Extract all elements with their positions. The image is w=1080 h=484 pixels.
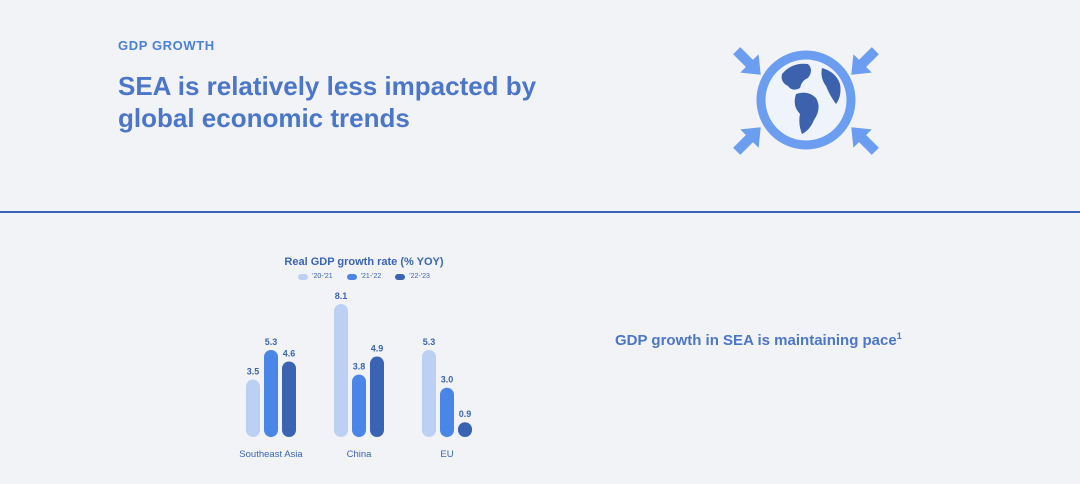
caption-text: GDP growth in SEA is maintaining pace [615,332,897,349]
bar [264,349,278,437]
bar [282,361,296,437]
legend-swatch [395,273,406,280]
page-headline: SEA is relatively less impacted by globa… [118,71,537,133]
legend-label: '21-'22 [360,273,382,280]
bar [352,374,366,437]
section-divider [0,211,1080,213]
legend-swatch [298,273,309,280]
chart-title: Real GDP growth rate (% YOY) [284,256,444,268]
bar [246,379,260,437]
bar [422,349,436,437]
legend-label: '22-'23 [409,273,430,280]
data-label: 3.8 [353,362,366,372]
data-label: 5.3 [423,337,436,347]
globe-with-inward-arrows-icon [733,47,879,155]
data-label: 3.5 [247,367,260,377]
legend-label: '20-'21 [312,273,333,280]
data-label: 3.0 [441,375,454,385]
category-label: China [347,449,373,460]
chart-legend: '20-'21 '21-'22 '22-'23 [236,273,492,280]
bar [440,387,454,437]
legend-item: '22-'23 [395,273,430,280]
bar-chart: 3.5 5.3 4.6 Southeast Asia 8.1 3.8 4.9 China 5.3… [239,291,472,460]
legend-item: '20-'21 [298,273,333,280]
legend-swatch [346,273,357,280]
data-label: 0.9 [459,409,472,419]
data-label: 5.3 [265,337,278,347]
bar [334,304,348,437]
legend-item: '21-'22 [346,273,382,280]
data-label: 8.1 [335,291,348,301]
section-eyebrow: GDP GROWTH [118,38,215,53]
bar [458,422,472,437]
category-label: Southeast Asia [239,449,303,460]
data-label: 4.9 [371,344,384,354]
chart-caption: GDP growth in SEA is maintaining pace1 [615,326,915,351]
category-label: EU [440,449,453,460]
data-label: 4.6 [283,348,296,358]
footnote-marker: 1 [896,331,902,341]
bar [370,356,384,437]
